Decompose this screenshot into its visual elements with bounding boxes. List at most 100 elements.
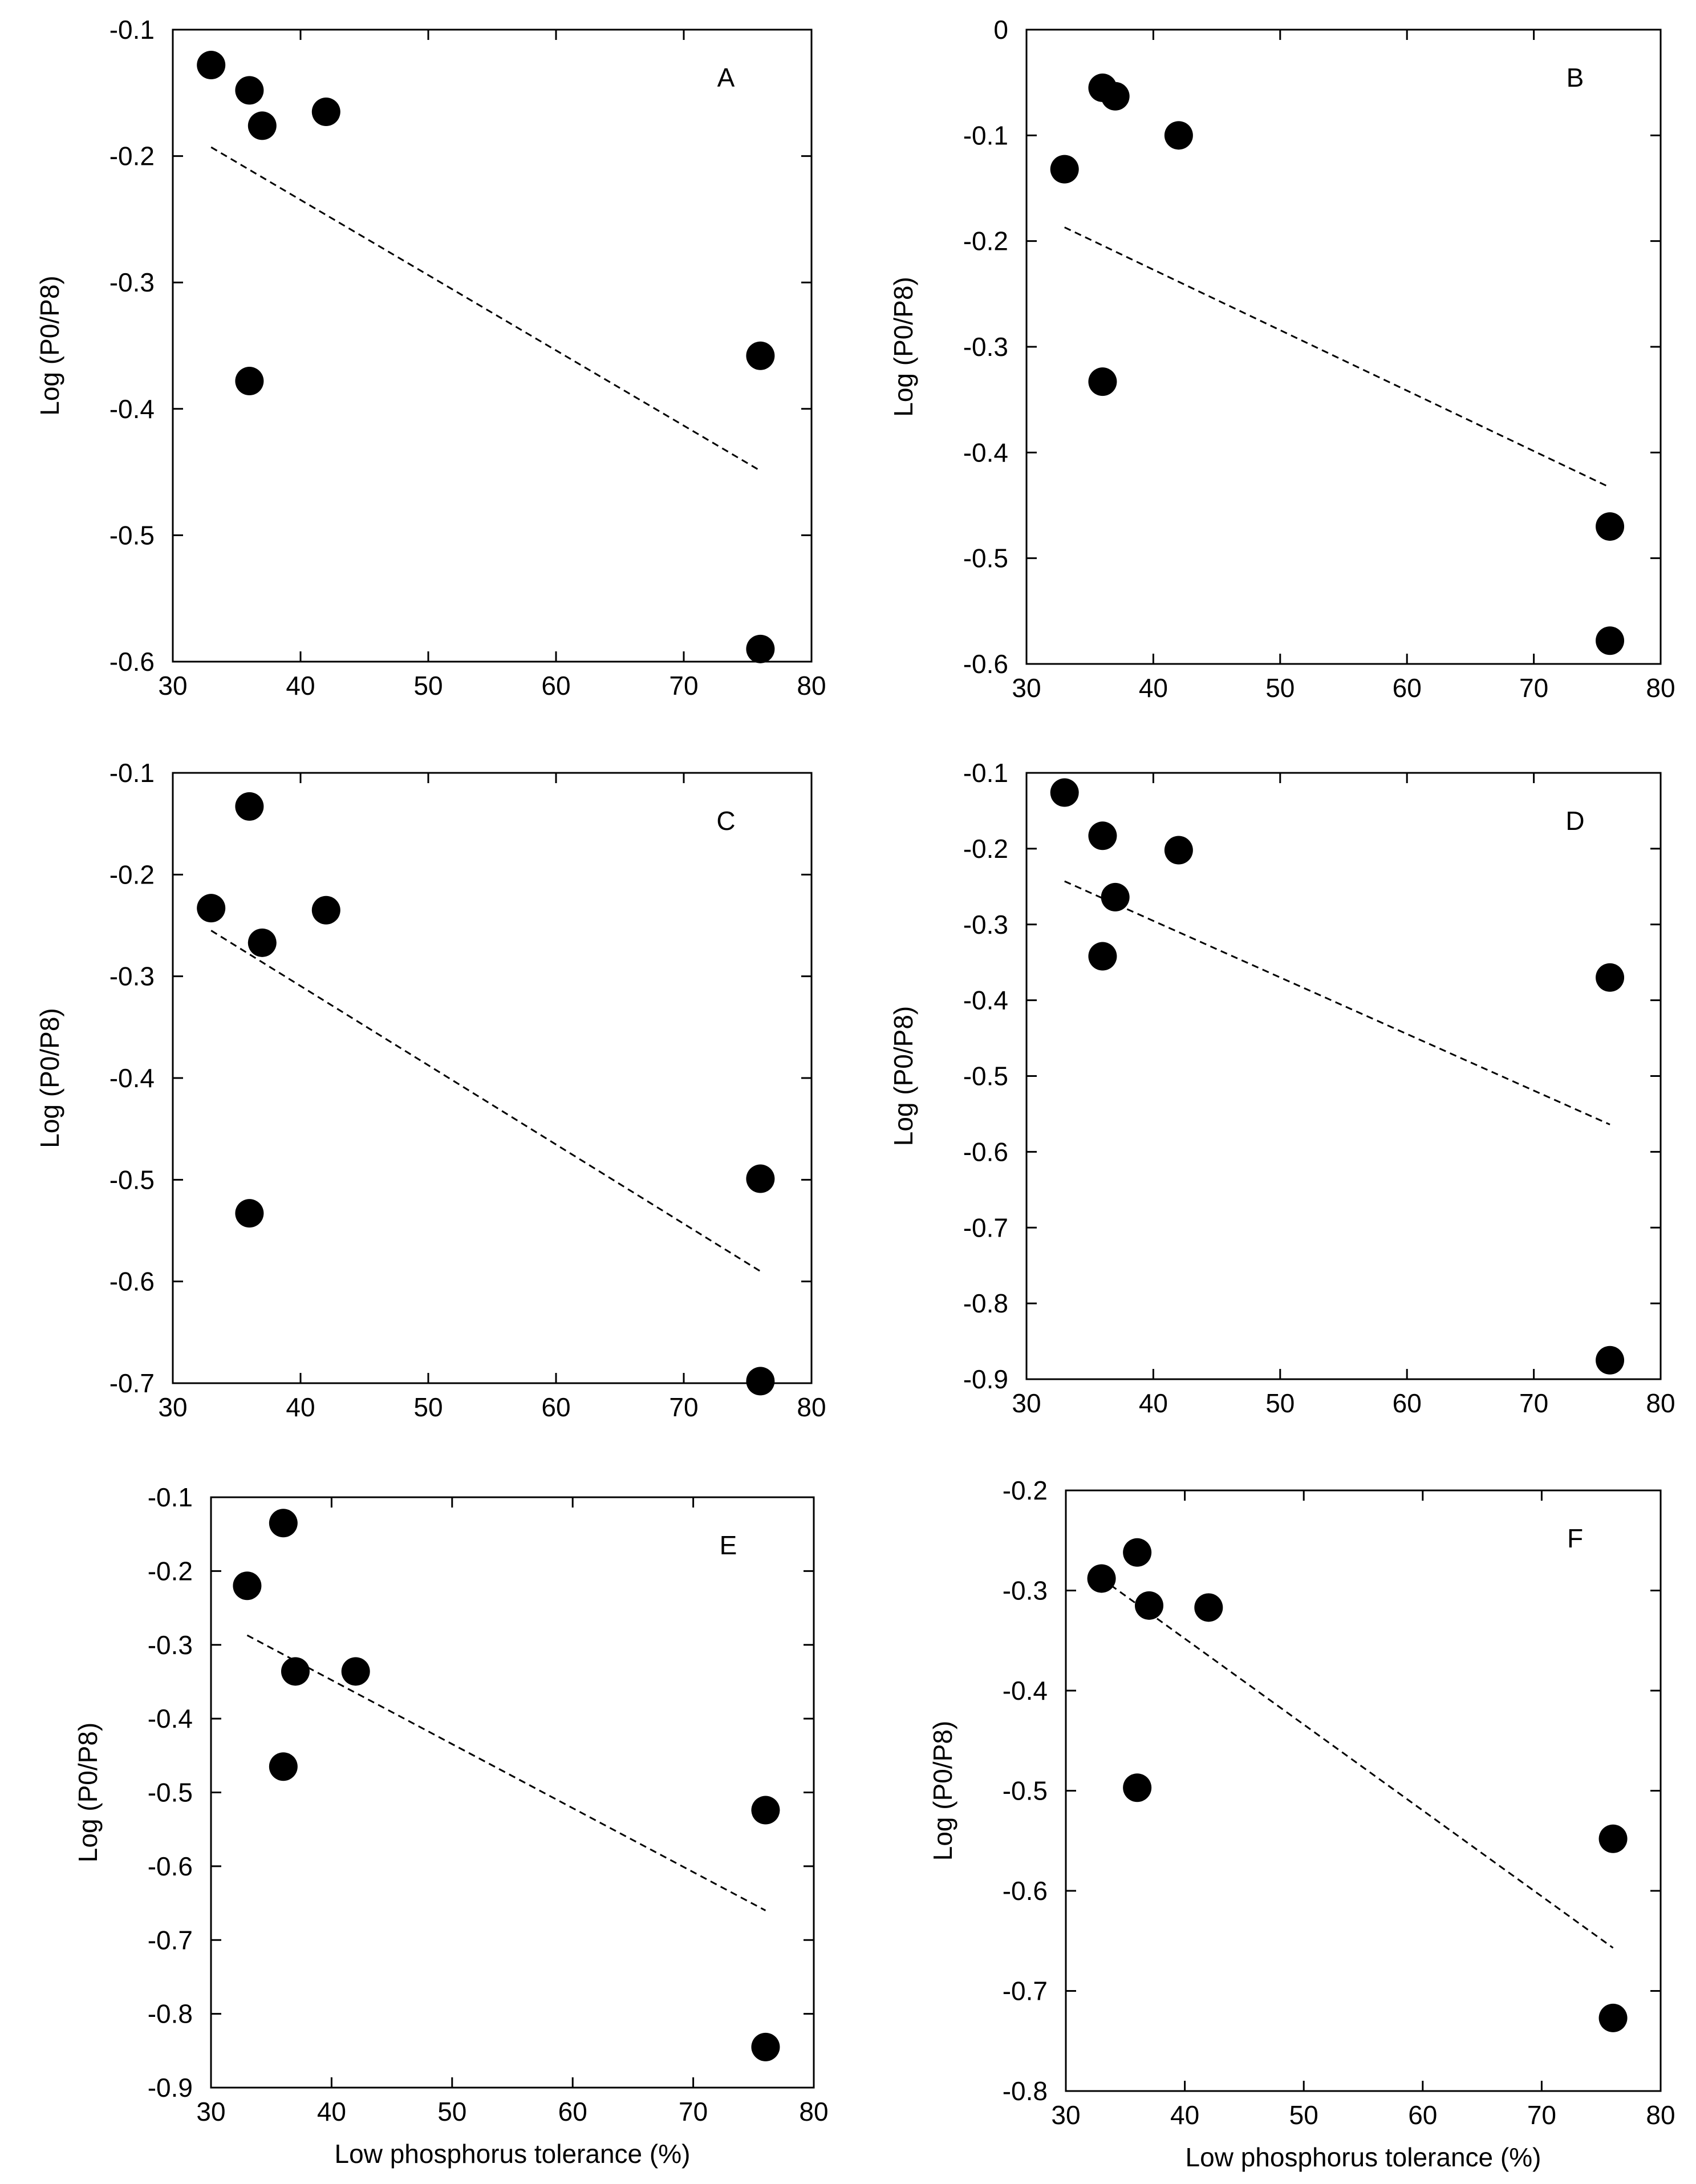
- panel-c-x-tick-label: 30: [158, 1392, 187, 1422]
- panel-d-y-tick-label: -0.5: [963, 1061, 1008, 1091]
- panel-c-y-axis-title: Log (P0/P8): [35, 1008, 64, 1148]
- panel-a-data-point: [746, 634, 775, 663]
- panel-e-y-tick-label: -0.2: [148, 1556, 193, 1586]
- panel-f-y-tick-label: -0.4: [1003, 1676, 1048, 1705]
- panel-d-data-point: [1101, 882, 1130, 911]
- panel-a-x-tick-label: 80: [797, 671, 826, 700]
- panel-b-data-point: [1101, 82, 1130, 111]
- panel-c-y-tick-label: -0.6: [109, 1267, 155, 1296]
- panel-e-x-tick-label: 60: [558, 2097, 587, 2126]
- panel-c-x-tick-label: 40: [286, 1392, 315, 1422]
- panel-a-x-tick-label: 70: [669, 671, 698, 700]
- panel-d-y-tick-label: -0.2: [963, 834, 1008, 864]
- panel-d-data-point: [1088, 942, 1117, 971]
- panel-f-letter: F: [1567, 1523, 1583, 1553]
- panel-a-y-tick-label: -0.3: [109, 268, 155, 297]
- panel-a-x-tick-label: 30: [158, 671, 187, 700]
- panel-c-y-tick-label: -0.3: [109, 962, 155, 991]
- panel-b-y-tick-label: -0.4: [963, 437, 1008, 467]
- panel-c-plot-frame: [172, 772, 813, 1384]
- panel-a-data-point: [311, 98, 340, 127]
- panel-f-y-tick-label: -0.6: [1003, 1876, 1048, 1906]
- panel-a-x-tick-label: 50: [413, 671, 443, 700]
- panel-c-data-point: [235, 792, 264, 821]
- panel-e-data-point: [751, 1796, 780, 1825]
- panel-c-x-tick-label: 50: [413, 1392, 443, 1422]
- panel-d-plot-frame: [1025, 772, 1662, 1380]
- panel-f-data-point: [1598, 2003, 1628, 2032]
- panel-b-y-tick-label: -0.6: [963, 649, 1008, 679]
- panel-c-y-tick-label: -0.5: [109, 1165, 155, 1194]
- panel-b-data-point: [1596, 626, 1625, 655]
- panel-b-data-point: [1088, 367, 1117, 396]
- panel-b-x-tick-label: 60: [1393, 673, 1422, 703]
- panel-d: 30 40 50 60 70 80 -0.9 -0.8 -0.7 -0.6 -0.5 -0.4 -0.3…: [888, 758, 1675, 1418]
- panel-b-data-point: [1596, 512, 1625, 541]
- panel-b-y-tick-label: 0: [993, 15, 1008, 44]
- panel-f-data-point: [1598, 1824, 1628, 1853]
- panel-e-y-tick-label: -0.5: [148, 1778, 193, 1808]
- panel-e-y-tick-label: -0.6: [148, 1851, 193, 1881]
- panel-f-trendline: [1101, 1578, 1614, 1949]
- panel-b-x-tick-label: 40: [1139, 673, 1168, 703]
- panel-a-y-tick-label: -0.4: [109, 394, 155, 424]
- panel-f-data-point: [1123, 1773, 1152, 1802]
- panel-a-plot-frame: [172, 29, 813, 663]
- panel-f-x-tick-label: 30: [1051, 2100, 1080, 2130]
- panel-b-trendline: [1064, 226, 1610, 488]
- panel-a-y-tick-label: -0.6: [109, 647, 155, 676]
- panel-c-data-point: [247, 928, 277, 957]
- panel-f-y-tick-label: -0.5: [1003, 1776, 1048, 1806]
- panel-d-y-tick-label: -0.7: [963, 1213, 1008, 1242]
- panel-e-data-point: [751, 2032, 780, 2061]
- panel-d-x-tick-label: 50: [1265, 1388, 1295, 1418]
- panel-a-data-point: [197, 51, 226, 80]
- panel-f-plot-frame: [1065, 1489, 1662, 2092]
- panel-f-x-tick-label: 60: [1408, 2100, 1437, 2130]
- panel-d-y-tick-label: -0.9: [963, 1364, 1008, 1394]
- panel-c-data-point: [197, 894, 226, 923]
- panel-d-x-tick-label: 60: [1393, 1388, 1422, 1418]
- panel-f-x-tick-label: 50: [1289, 2100, 1318, 2130]
- panel-e-x-tick-label: 80: [799, 2097, 828, 2126]
- panel-d-x-tick-label: 80: [1646, 1388, 1675, 1418]
- panel-a-trendline: [210, 146, 761, 472]
- panel-b-x-tick-label: 50: [1265, 673, 1295, 703]
- panel-f-data-point: [1135, 1591, 1164, 1620]
- panel-c-x-tick-label: 60: [541, 1392, 570, 1422]
- panel-a-y-tick-label: -0.1: [109, 15, 155, 44]
- panel-d-data-point: [1088, 821, 1117, 850]
- panel-b-y-axis-title: Log (P0/P8): [888, 277, 918, 416]
- panel-b-plot-frame: [1025, 29, 1662, 665]
- panel-f-y-axis-title: Log (P0/P8): [928, 1721, 957, 1861]
- panel-a-data-point: [235, 367, 264, 396]
- panel-e-y-tick-label: -0.8: [148, 1999, 193, 2029]
- panel-e-y-axis-title: Log (P0/P8): [73, 1723, 103, 1862]
- panel-e-data-point: [281, 1657, 310, 1686]
- panel-f-y-tick-label: -0.8: [1003, 2076, 1048, 2106]
- panel-f-y-tick-label: -0.7: [1003, 1976, 1048, 2006]
- panel-e-x-tick-label: 70: [679, 2097, 708, 2126]
- panel-e-data-point: [269, 1509, 298, 1538]
- panel-f-x-tick-label: 80: [1646, 2100, 1675, 2130]
- panel-c-x-tick-label: 70: [669, 1392, 698, 1422]
- panel-e-data-point: [233, 1571, 262, 1600]
- panel-f-x-tick-label: 70: [1527, 2100, 1556, 2130]
- panel-e-trendline: [246, 1634, 766, 1911]
- panel-b-x-tick-label: 30: [1012, 673, 1041, 703]
- panel-f-data-point: [1123, 1538, 1152, 1567]
- panel-d-data-point: [1596, 1346, 1625, 1375]
- panel-e-plot-frame: [210, 1496, 815, 2089]
- panel-a-y-axis-title: Log (P0/P8): [35, 275, 64, 415]
- panel-b-y-tick-label: -0.5: [963, 544, 1008, 573]
- panel-d-y-tick-label: -0.3: [963, 910, 1008, 939]
- panel-c-y-tick-label: -0.2: [109, 860, 155, 889]
- panel-b-letter: B: [1567, 63, 1584, 92]
- panel-c-data-point: [746, 1164, 775, 1193]
- panel-e-data-point: [341, 1657, 370, 1686]
- panel-f-y-tick-label: -0.2: [1003, 1476, 1048, 1505]
- panel-e-y-tick-label: -0.3: [148, 1630, 193, 1660]
- panel-e-y-tick-label: -0.1: [148, 1482, 193, 1512]
- panel-c-data-point: [311, 896, 340, 925]
